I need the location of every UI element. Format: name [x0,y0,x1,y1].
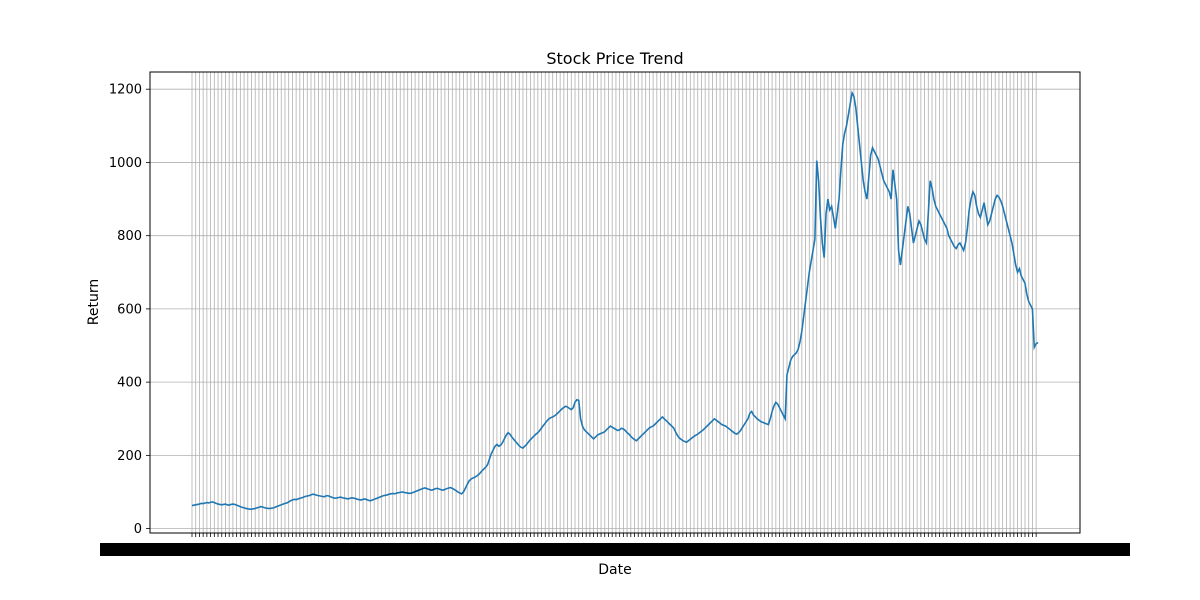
y-axis-label: Return [86,279,102,325]
plot-area-frame [149,71,1081,534]
y-tick-label: 600 [117,302,142,317]
x-axis-label: Date [598,562,631,578]
y-tick-label: 400 [117,376,142,391]
y-tick-label: 0 [134,522,142,537]
y-tick-label: 1000 [109,156,142,171]
x-tick-labels-overlapping [100,543,1130,556]
x-axis [100,533,1130,556]
series-line [191,90,1039,510]
y-tick-label: 200 [117,449,142,464]
y-tick-label: 800 [117,229,142,244]
chart-title: Stock Price Trend [546,49,683,68]
y-tick-label: 1200 [109,83,142,98]
y-axis: 0 200 400 600 800 1000 1200 [109,83,150,537]
y-gridlines [150,88,1080,530]
x-gridlines [191,72,1037,533]
